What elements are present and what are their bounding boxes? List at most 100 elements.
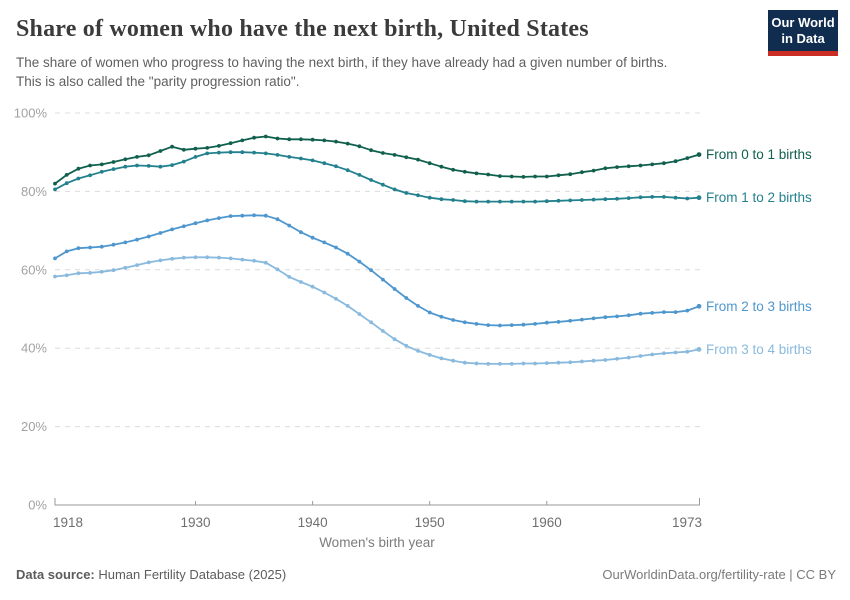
data-point [685, 308, 690, 313]
data-point [521, 322, 526, 327]
data-point [170, 144, 175, 149]
data-point [357, 144, 362, 149]
data-point [427, 353, 432, 357]
data-point [193, 155, 198, 159]
data-point [287, 155, 292, 159]
data-point [568, 198, 573, 203]
series-label-from-2-to-3-births[interactable]: From 2 to 3 births [706, 299, 812, 314]
data-point [287, 275, 292, 279]
x-axis-tick-label: 1950 [415, 515, 445, 530]
y-axis-tick-label: 60% [21, 262, 47, 277]
credit-link[interactable]: OurWorldinData.org/fertility-rate | CC B… [602, 567, 836, 582]
series-line-from-1-to-2-births [54, 151, 700, 203]
data-point [427, 161, 432, 166]
chart-footer: Data source: Human Fertility Database (2… [16, 567, 836, 582]
data-point [146, 164, 151, 168]
data-point [521, 361, 526, 366]
data-point [615, 196, 619, 201]
owid-logo[interactable]: Our World in Data [768, 10, 838, 56]
data-point [650, 311, 655, 315]
data-point [99, 162, 104, 167]
data-point [322, 240, 327, 245]
data-point [275, 153, 280, 157]
y-axis-tick-label: 0% [28, 498, 47, 513]
data-point [310, 235, 315, 240]
page-title: Share of women who have the next birth, … [16, 16, 589, 42]
data-point [662, 161, 666, 166]
data-point [462, 360, 467, 365]
data-point [228, 214, 233, 219]
data-point [486, 172, 491, 177]
data-point [650, 352, 655, 357]
data-point [252, 213, 256, 218]
data-point [533, 174, 537, 179]
data-point [451, 167, 455, 172]
data-point [462, 320, 467, 325]
data-point [556, 360, 561, 365]
data-point [252, 135, 256, 140]
data-point [427, 310, 432, 315]
data-point [357, 173, 362, 177]
data-point [240, 213, 245, 218]
series-line-from-0-to-1-births [54, 135, 700, 185]
series-label-from-3-to-4-births[interactable]: From 3 to 4 births [706, 342, 812, 357]
data-point [381, 182, 385, 187]
data-point [287, 223, 292, 228]
data-point [673, 195, 678, 200]
data-point [275, 217, 280, 222]
data-point [88, 163, 92, 168]
data-point [696, 195, 702, 201]
data-point [263, 134, 268, 139]
data-point [88, 245, 92, 250]
data-point [638, 354, 643, 358]
data-point [533, 199, 537, 204]
data-point [673, 310, 678, 314]
series-label-from-0-to-1-births[interactable]: From 0 to 1 births [706, 147, 812, 162]
logo-line-2: in Data [781, 31, 825, 46]
data-point [158, 149, 163, 153]
data-point [626, 355, 631, 360]
data-point [310, 284, 315, 289]
data-point [111, 160, 116, 164]
data-point [486, 199, 491, 204]
data-point [240, 138, 245, 143]
data-point [158, 164, 163, 169]
data-point [299, 280, 303, 284]
data-point [217, 150, 221, 155]
data-point [369, 148, 373, 153]
data-point [439, 197, 444, 202]
data-point [76, 166, 81, 171]
data-point [533, 322, 537, 326]
chart-subtitle: The share of women who progress to havin… [16, 53, 667, 91]
data-source-label: Data source: [16, 567, 95, 582]
data-point [404, 296, 409, 300]
data-point [544, 199, 549, 204]
data-point [556, 320, 561, 324]
data-point [591, 316, 596, 321]
y-axis-tick-label: 80% [21, 184, 47, 199]
data-point [696, 303, 702, 309]
data-point [474, 361, 479, 366]
data-point [205, 255, 210, 260]
x-axis-tick-label: 1930 [180, 515, 210, 530]
data-point [263, 260, 268, 265]
data-point [123, 240, 128, 245]
data-point [451, 358, 455, 363]
data-point [263, 151, 268, 156]
data-point [193, 221, 198, 226]
data-point [53, 181, 57, 186]
data-point [638, 195, 643, 200]
data-point [521, 175, 526, 179]
data-point [334, 164, 338, 169]
data-point [181, 147, 186, 152]
series-markers-from-1-to-2-births [53, 150, 702, 204]
data-point [615, 165, 619, 170]
data-point [263, 213, 268, 218]
y-axis-tick-label: 100% [14, 106, 48, 121]
data-point [404, 155, 409, 160]
data-point [462, 199, 467, 204]
data-point [170, 256, 175, 261]
data-point [170, 227, 175, 232]
series-label-from-1-to-2-births[interactable]: From 1 to 2 births [706, 190, 812, 205]
